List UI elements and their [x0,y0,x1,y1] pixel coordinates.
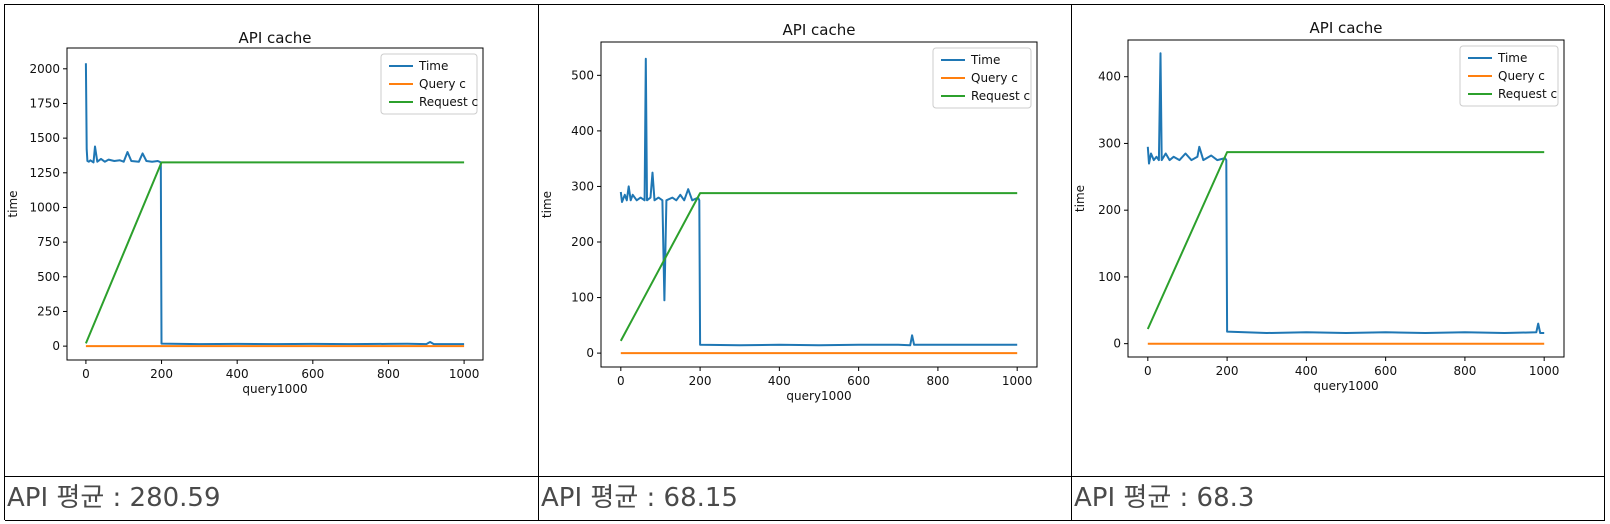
average-caption-2: API 평균 : 68.15 [539,477,1072,521]
chart-3-x-tick-label: 600 [1374,364,1397,378]
chart-1-series-time-line [84,63,465,346]
chart-1-legend-label: Time [418,59,448,73]
chart-1-x-tick-label: 600 [301,367,324,381]
chart-3-x-tick-label: 800 [1453,364,1476,378]
chart-2-y-axis-label: time [540,191,554,218]
chart-2-y-tick-label: 400 [571,124,594,138]
chart-1-legend-label: Request c [419,95,478,109]
chart-3-x-tick-label: 0 [1144,364,1152,378]
chart-3-y-tick-label: 0 [1113,337,1121,351]
chart-2-y-tick-label: 200 [571,235,594,249]
chart-2-y-tick-label: 300 [571,179,594,193]
results-table: API cache 0 200 400 600 800 1000 0 250 500 750 1000… [4,4,1605,521]
chart-2-title: API cache [783,21,856,39]
chart-3-plot-frame [1127,39,1565,358]
chart-1-x-tick-label: 1000 [449,367,480,381]
chart-cell-3: API cache 0 200 400 600 800 1000 0 100 200 300 400 q… [1072,5,1605,477]
chart-2-legend [932,47,1032,109]
chart-1-y-tick-label: 500 [37,270,60,284]
chart-1-y-tick-label: 1750 [29,96,60,110]
chart-1-x-tick-label: 800 [377,367,400,381]
chart-3-y-tick-label: 400 [1098,70,1121,84]
api-cache-chart-2: API cache 0 200 400 600 800 1000 0 100 200 300 400 5… [540,21,1038,403]
chart-3-title: API cache [1310,19,1383,37]
api-cache-chart-1: API cache 0 200 400 600 800 1000 0 250 500 750 1000… [6,29,484,396]
chart-2-legend-label: Request c [971,89,1030,103]
chart-3-x-tick-label: 1000 [1529,364,1560,378]
chart-2-x-tick-label: 400 [768,374,791,388]
chart-2-x-tick-label: 200 [689,374,712,388]
chart-3-legend-label: Time [1497,51,1527,65]
chart-2-x-tick-label: 800 [926,374,949,388]
chart-1-y-tick-label: 2000 [29,62,60,76]
chart-2-x-tick-label: 0 [617,374,625,388]
chart-1-x-tick-label: 0 [82,367,90,381]
chart-1-title: API cache [239,29,312,47]
chart-1-y-axis-label: time [6,190,20,217]
chart-2-series-time-line [619,57,1018,347]
chart-3-y-tick-label: 100 [1098,270,1121,284]
chart-cell-2: API cache 0 200 400 600 800 1000 0 100 200 300 400 5… [539,5,1072,477]
chart-3-x-tick-label: 400 [1295,364,1318,378]
chart-3-x-axis-label: query1000 [1313,379,1378,393]
chart-1-y-tick-label: 1000 [29,200,60,214]
chart-3-legend-label: Request c [1498,87,1557,101]
chart-2-x-tick-label: 600 [847,374,870,388]
chart-2-y-tick-label: 0 [586,346,594,360]
chart-3-x-tick-label: 200 [1216,364,1239,378]
chart-3-y-tick-label: 200 [1098,203,1121,217]
chart-1-x-tick-label: 400 [226,367,249,381]
chart-2-y-tick-label: 500 [571,68,594,82]
chart-1-legend [380,53,478,115]
average-caption-3: API 평균 : 68.3 [1072,477,1605,521]
chart-2-y-tick-label: 100 [571,291,594,305]
chart-3-legend-label: Query c [1498,69,1545,83]
chart-1-x-axis-label: query1000 [242,382,307,396]
chart-3-y-tick-label: 300 [1098,136,1121,150]
chart-2-series-request-c-line [619,192,1018,342]
chart-3-series-request-c-line [1146,151,1545,330]
chart-3-legend [1459,45,1559,107]
chart-1-y-tick-label: 250 [37,304,60,318]
chart-2-legend-label: Time [970,53,1000,67]
chart-3-series-time-line [1146,52,1545,334]
chart-1-series-request-c-line [84,161,465,344]
chart-2-plot-frame [600,41,1038,368]
chart-1-x-tick-label: 200 [150,367,173,381]
chart-1-plot-frame [66,47,484,361]
chart-1-legend-label: Query c [419,77,466,91]
chart-2-x-axis-label: query1000 [786,389,851,403]
average-caption-1: API 평균 : 280.59 [5,477,539,521]
chart-3-y-axis-label: time [1073,185,1087,212]
chart-2-legend-label: Query c [971,71,1018,85]
chart-1-y-tick-label: 0 [52,339,60,353]
chart-1-y-tick-label: 1250 [29,166,60,180]
chart-2-x-tick-label: 1000 [1002,374,1033,388]
chart-1-y-tick-label: 750 [37,235,60,249]
chart-1-y-tick-label: 1500 [29,131,60,145]
chart-cell-1: API cache 0 200 400 600 800 1000 0 250 500 750 1000… [5,5,539,477]
